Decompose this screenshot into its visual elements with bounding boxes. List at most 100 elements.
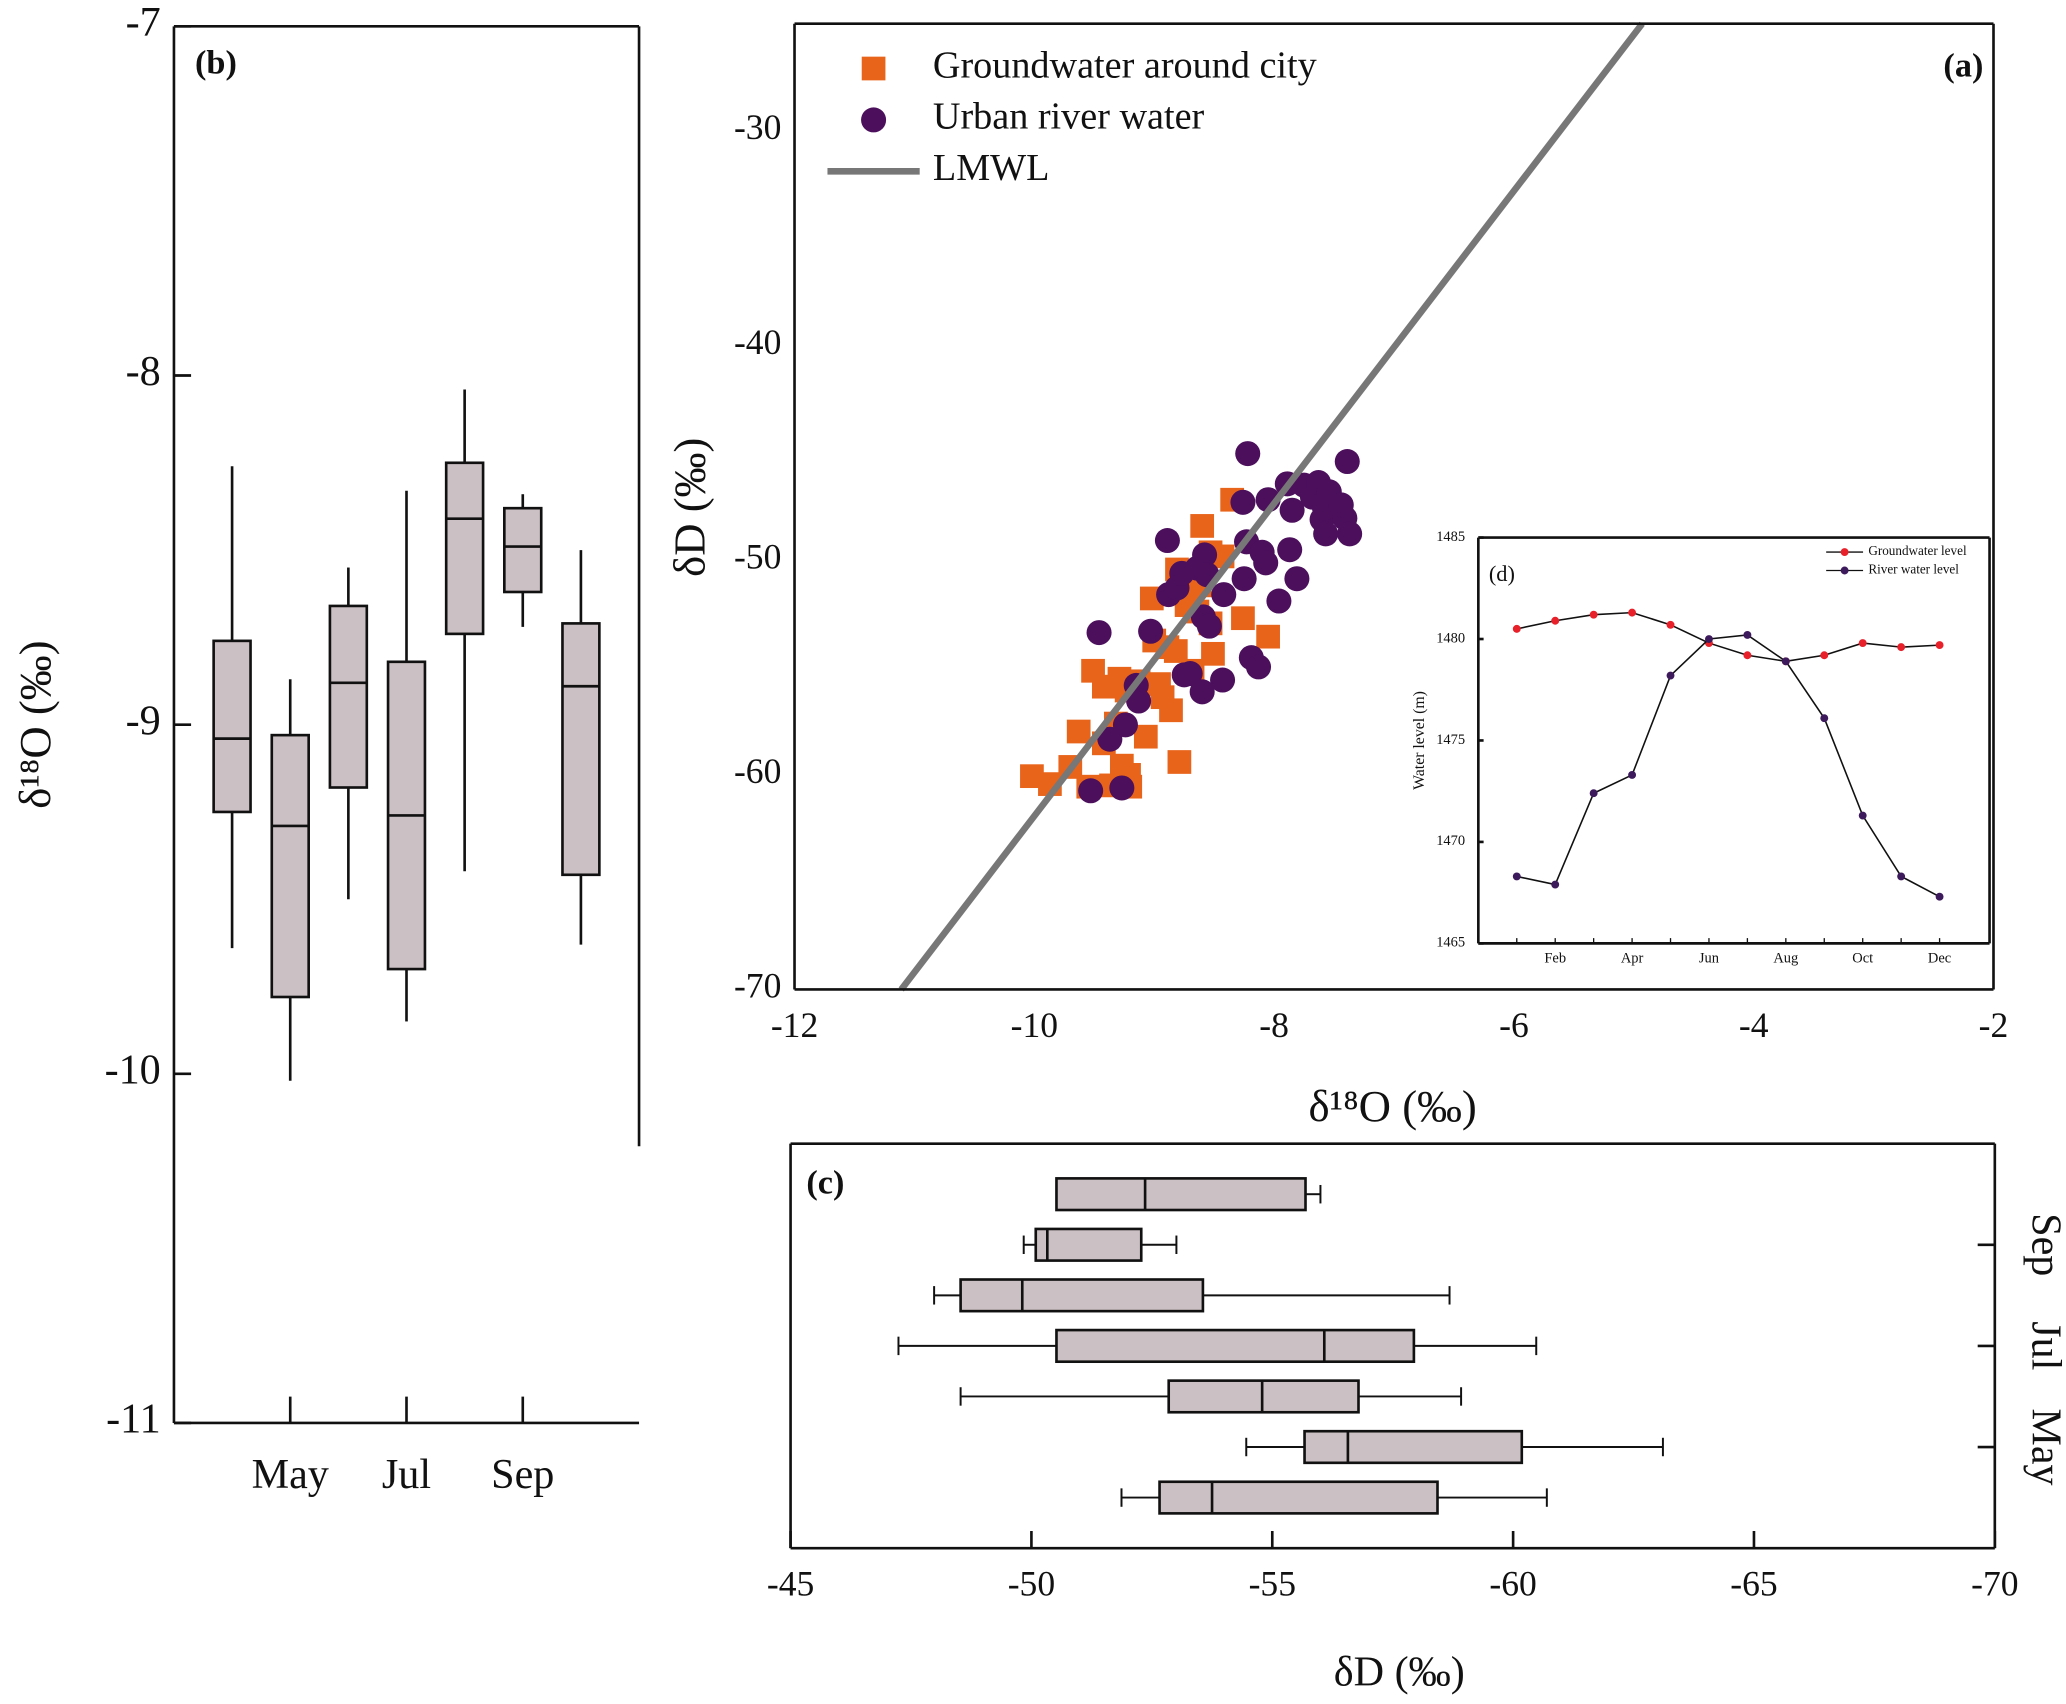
x-tick-label: -45 <box>767 1563 814 1603</box>
point <box>1328 492 1354 518</box>
y-tick-label: -30 <box>734 107 781 147</box>
x-tick-label: Jul <box>382 1451 431 1498</box>
point <box>1210 667 1236 693</box>
point <box>1935 892 1944 901</box>
y-tick-label: -8 <box>126 348 161 395</box>
point <box>1858 639 1867 648</box>
x-tick-label: -10 <box>1011 1005 1058 1045</box>
box <box>270 733 310 999</box>
point <box>1189 679 1215 705</box>
box <box>1055 1177 1307 1212</box>
legend-label: Urban river water <box>933 96 1205 138</box>
point <box>1086 620 1112 646</box>
x-tick-label: May <box>252 1451 329 1498</box>
point <box>1705 635 1713 643</box>
point <box>1334 449 1360 475</box>
legend-label: Groundwater around city <box>933 44 1317 86</box>
point <box>1284 566 1310 592</box>
x-tick-label: -4 <box>1739 1005 1769 1045</box>
point <box>1253 550 1279 576</box>
point <box>1313 521 1339 547</box>
x-tick-label: -60 <box>1489 1563 1536 1603</box>
point <box>1078 778 1104 804</box>
y-tick-label: 1475 <box>1436 732 1465 748</box>
box <box>1167 1379 1360 1414</box>
box <box>503 506 543 594</box>
point <box>1196 613 1222 639</box>
point <box>1551 880 1560 889</box>
point <box>1512 872 1521 881</box>
y-axis-label: δD (‰) <box>665 438 715 577</box>
y-tick-label: -70 <box>734 966 781 1006</box>
y-axis-label: Water level (m) <box>1411 691 1428 790</box>
point <box>1277 537 1303 563</box>
y-tick-label: -11 <box>106 1396 161 1443</box>
legend-marker <box>861 107 887 133</box>
panel-label: (d) <box>1489 561 1515 586</box>
box <box>212 639 252 814</box>
line <box>1516 634 1940 898</box>
x-tick-label: -6 <box>1499 1005 1529 1045</box>
point <box>1201 641 1225 666</box>
y-tick-label: 1465 <box>1436 935 1465 951</box>
y-tick-label: -7 <box>126 0 161 46</box>
point <box>1231 566 1257 592</box>
x-tick-label: -8 <box>1259 1005 1289 1045</box>
legend-label: River water level <box>1868 562 1959 577</box>
y-axis-label: δ¹⁸O (‰) <box>10 641 60 809</box>
point <box>1858 811 1867 820</box>
panel-label: (a) <box>1943 46 1983 84</box>
x-tick-label: Aug <box>1773 951 1798 967</box>
point <box>1589 610 1598 619</box>
panel-label: (b) <box>195 44 237 82</box>
point <box>1190 514 1215 538</box>
box <box>1034 1227 1143 1262</box>
panel-label: (c) <box>806 1164 844 1202</box>
point <box>1133 724 1158 749</box>
box <box>444 461 485 636</box>
point <box>1266 588 1292 614</box>
point <box>1231 606 1255 631</box>
point <box>1743 651 1752 660</box>
point <box>1743 631 1752 639</box>
point <box>1589 789 1598 798</box>
x-tick-label: Feb <box>1544 951 1566 967</box>
y-tick-label: -9 <box>126 697 161 744</box>
point <box>1066 719 1091 744</box>
line <box>898 21 1645 992</box>
x-tick-label: Jun <box>1699 951 1720 967</box>
point <box>1154 527 1180 554</box>
point <box>1020 764 1044 789</box>
point <box>1192 542 1218 568</box>
x-tick-label: -2 <box>1979 1005 2009 1045</box>
point <box>1211 582 1237 608</box>
point <box>1897 643 1906 652</box>
point <box>1279 497 1305 523</box>
x-tick-label: Sep <box>491 1451 554 1498</box>
point <box>1781 657 1790 666</box>
y-tick-label: May <box>2023 1408 2066 1485</box>
box <box>561 622 601 877</box>
point <box>1628 771 1637 779</box>
point <box>1109 775 1135 801</box>
box <box>1303 1429 1524 1465</box>
x-tick-label: -12 <box>771 1005 818 1045</box>
legend-marker <box>1840 566 1849 575</box>
point <box>1551 616 1560 625</box>
y-tick-label: Sep <box>2023 1213 2066 1276</box>
y-tick-label: 1485 <box>1436 529 1465 545</box>
legend-marker <box>861 56 886 81</box>
point <box>1512 624 1521 633</box>
y-tick-label: 1470 <box>1436 833 1465 849</box>
point <box>1230 489 1256 515</box>
y-tick-label: 1480 <box>1436 630 1465 646</box>
point <box>1112 712 1138 738</box>
point <box>1177 661 1203 687</box>
point <box>1628 608 1637 617</box>
box <box>1158 1480 1439 1515</box>
point <box>1246 654 1272 680</box>
y-tick-label: -60 <box>734 751 781 791</box>
x-tick-label: Apr <box>1621 951 1644 967</box>
legend-marker <box>1840 548 1849 557</box>
